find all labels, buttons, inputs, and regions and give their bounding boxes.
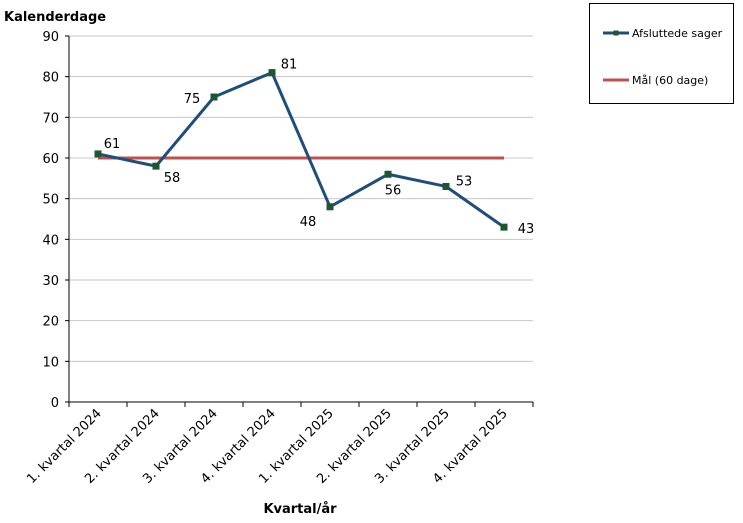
data-point	[442, 182, 450, 190]
data-labels: 61 58 75 81 48 56 53 43	[104, 58, 535, 238]
data-point	[268, 69, 276, 77]
legend-box	[589, 3, 734, 104]
data-point	[94, 150, 102, 158]
data-label: 75	[184, 92, 201, 107]
y-tick-label: 90	[42, 30, 59, 45]
y-tick-label: 80	[42, 71, 59, 86]
data-label: 56	[385, 183, 402, 198]
data-point	[500, 223, 508, 231]
legend-marker-afsluttede	[613, 30, 619, 36]
data-point	[210, 93, 218, 101]
data-point	[384, 170, 392, 178]
y-tick-label: 60	[42, 152, 59, 167]
series-layer	[94, 69, 508, 231]
y-tick-label: 0	[51, 396, 59, 411]
data-label: 58	[164, 171, 181, 186]
y-tick-label: 40	[42, 233, 59, 248]
y-axis-title: Kalenderdage	[4, 10, 106, 25]
data-label: 81	[281, 58, 298, 73]
y-tick-labels: 0 10 20 30 40 50 60 70 80 90	[42, 30, 69, 411]
y-tick-label: 20	[42, 315, 59, 330]
x-axis-title: Kvartal/år	[263, 502, 337, 517]
data-label: 61	[104, 137, 121, 152]
data-label: 53	[456, 174, 473, 189]
series-line-0	[97, 71, 505, 229]
y-tick-label: 10	[42, 355, 59, 370]
data-point	[152, 162, 160, 170]
data-label: 43	[518, 222, 535, 237]
y-tick-label: 30	[42, 274, 59, 289]
legend-label-maal: Mål (60 dage)	[632, 74, 708, 87]
y-tick-label: 50	[42, 193, 59, 208]
data-label: 48	[300, 215, 317, 230]
legend: Afsluttede sager Mål (60 dage)	[589, 3, 734, 104]
data-point	[326, 203, 334, 211]
y-tick-label: 70	[42, 111, 59, 126]
legend-label-afsluttede: Afsluttede sager	[632, 27, 723, 40]
